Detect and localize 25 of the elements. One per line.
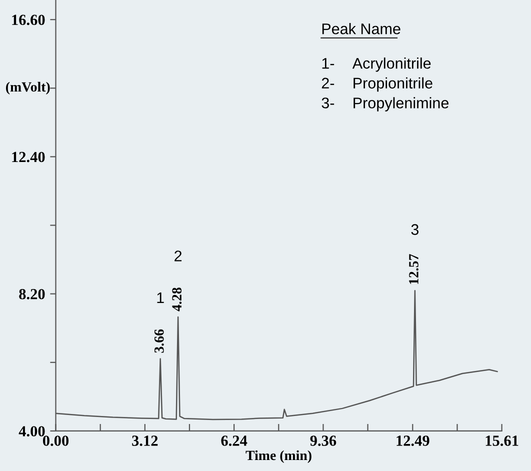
y-tick-label: 12.40 [12, 152, 45, 162]
annotation: 3.66 [154, 329, 164, 353]
y-tick-label: 4.00 [18, 426, 45, 436]
annotation: 1 [157, 292, 164, 304]
annotation: 4.28 [172, 288, 182, 312]
y-tick-label: 16.60 [12, 14, 45, 26]
x-tick-label: 3.12 [132, 436, 158, 446]
annotation: Propionitrile [354, 77, 432, 92]
annotation: 3- [322, 98, 334, 108]
annotation: 2 [174, 250, 182, 262]
x-tick-label: 12.49 [396, 436, 430, 446]
annotation: 3 [411, 224, 419, 235]
y-axis-title: (mVolt) [6, 82, 50, 94]
annotation: 2- [322, 78, 334, 88]
x-tick-label: 15.61 [486, 436, 518, 446]
annotation: 12.57 [409, 254, 418, 284]
annotation: Acrylonitrile [352, 58, 431, 72]
annotation: Peak Name [322, 23, 400, 34]
x-axis-title: Time (min) [246, 450, 312, 463]
x-tick-label: 9.36 [310, 436, 336, 446]
x-tick-label: 6.24 [221, 436, 248, 446]
annotation: Propylenimine [354, 97, 448, 112]
annotation: 1- [322, 58, 334, 69]
x-tick-label: 0.00 [42, 436, 69, 446]
y-tick-label: 8.20 [19, 288, 45, 300]
